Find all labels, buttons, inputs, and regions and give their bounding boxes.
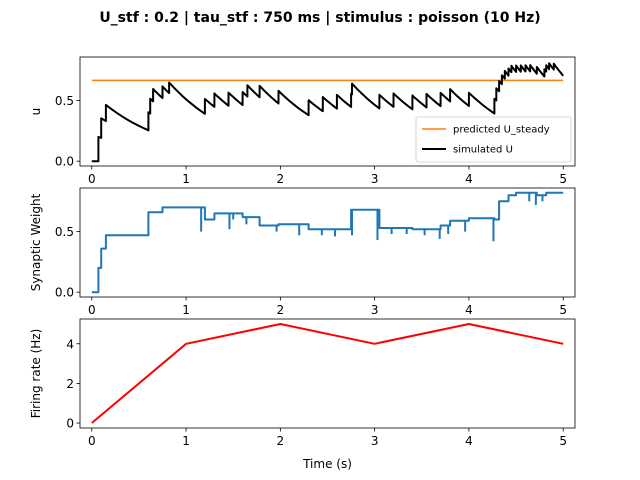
plot-frame [79,56,576,167]
y-tick-label: 4 [66,337,74,351]
x-axis-label: Time (s) [302,457,352,471]
x-tick-label: 3 [371,434,379,448]
series-simulated-u [91,62,564,163]
y-axis-label: Firing rate (Hz) [29,329,43,419]
x-tick-label: 0 [88,172,96,186]
subplot-1: 0 1 2 3 4 5 0.0 0.5 u predicted U_steady simulated… [29,56,576,186]
x-tick-label: 1 [182,434,190,448]
legend: predicted U_steady simulated U [415,116,572,163]
x-tick-label: 5 [559,434,567,448]
x-tick-label: 5 [559,172,567,186]
y-axis-label: Synaptic Weight [29,193,43,291]
x-tick-label: 4 [465,434,473,448]
y-tick-label: 0.5 [55,225,74,239]
x-tick-label: 2 [277,303,285,317]
y-axis-label: u [29,108,43,116]
x-tick-label: 3 [371,172,379,186]
y-tick-label: 0.5 [55,94,74,108]
subplots: 0 1 2 3 4 5 0.0 0.5 u predicted U_steady simulated… [29,56,576,448]
legend-label: simulated U [453,145,513,156]
x-tick-label: 0 [88,303,96,317]
y-tick-label: 0 [66,417,74,431]
subplot-3: 0 1 2 3 4 5 0 2 4 Firing rate (Hz) [29,318,576,448]
figure-title: U_stf : 0.2 | tau_stf : 750 ms | stimulu… [99,10,540,26]
x-tick-label: 1 [182,303,190,317]
x-tick-label: 2 [277,434,285,448]
legend-box [415,116,572,163]
plot-frame [79,318,576,429]
y-tick-label: 0.0 [55,155,74,169]
subplot-2: 0 1 2 3 4 5 0.0 0.5 Synaptic Weight [29,187,576,317]
x-tick-label: 0 [88,434,96,448]
series-line-3 [91,323,564,424]
y-tick-label: 0.0 [55,286,74,300]
legend-label: predicted U_steady [453,125,550,136]
x-tick-label: 2 [277,172,285,186]
x-tick-label: 3 [371,303,379,317]
plot-frame [79,187,576,298]
series-line-2 [91,191,564,294]
y-tick-label: 2 [66,377,74,391]
x-tick-label: 1 [182,172,190,186]
x-tick-label: 4 [465,303,473,317]
x-tick-label: 4 [465,172,473,186]
x-tick-label: 5 [559,303,567,317]
